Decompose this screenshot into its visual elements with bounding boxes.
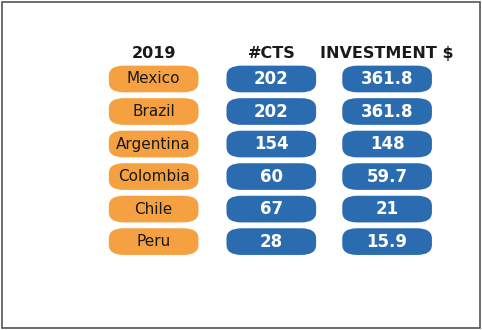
Text: 21: 21 [375,200,399,218]
FancyBboxPatch shape [227,66,316,92]
Text: 202: 202 [254,103,289,120]
FancyBboxPatch shape [342,66,432,92]
Text: 60: 60 [260,168,283,185]
Text: Peru: Peru [136,234,171,249]
Text: Chile: Chile [134,202,173,216]
FancyBboxPatch shape [227,196,316,222]
FancyBboxPatch shape [227,131,316,157]
FancyBboxPatch shape [342,131,432,157]
FancyBboxPatch shape [227,98,316,125]
Text: 202: 202 [254,70,289,88]
Text: 67: 67 [260,200,283,218]
FancyBboxPatch shape [227,228,316,255]
FancyBboxPatch shape [342,98,432,125]
Text: 361.8: 361.8 [361,70,414,88]
Text: INVESTMENT $: INVESTMENT $ [321,46,454,61]
Text: Mexico: Mexico [127,72,180,86]
FancyBboxPatch shape [109,98,199,125]
Text: 361.8: 361.8 [361,103,414,120]
FancyBboxPatch shape [109,66,199,92]
FancyBboxPatch shape [227,163,316,190]
FancyBboxPatch shape [109,196,199,222]
FancyBboxPatch shape [109,131,199,157]
Text: Argentina: Argentina [116,137,191,151]
Text: 28: 28 [260,233,283,250]
Text: 2019: 2019 [132,46,176,61]
Text: 15.9: 15.9 [367,233,408,250]
Text: 59.7: 59.7 [366,168,408,185]
FancyBboxPatch shape [342,163,432,190]
FancyBboxPatch shape [109,228,199,255]
Text: #CTS: #CTS [247,46,295,61]
FancyBboxPatch shape [109,163,199,190]
Text: 154: 154 [254,135,289,153]
Text: Brazil: Brazil [132,104,175,119]
Text: Colombia: Colombia [118,169,189,184]
FancyBboxPatch shape [342,228,432,255]
FancyBboxPatch shape [342,196,432,222]
Text: 148: 148 [370,135,404,153]
